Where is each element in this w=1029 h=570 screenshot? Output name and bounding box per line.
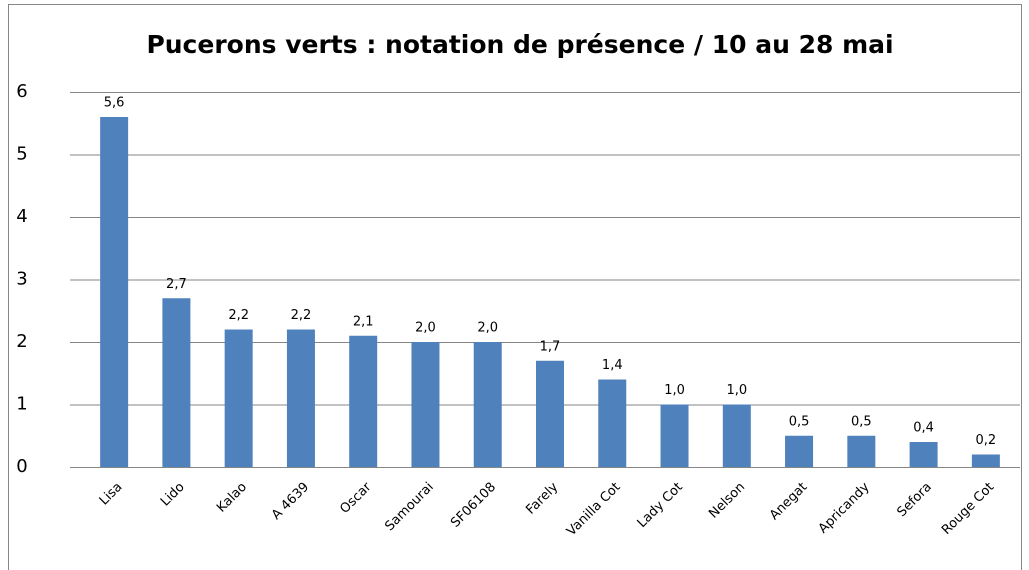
- bar: [162, 298, 191, 467]
- bar: [598, 379, 627, 467]
- bar: [847, 435, 876, 467]
- data-label: 2,1: [353, 314, 374, 329]
- y-tick-label: 2: [16, 331, 27, 352]
- chart-frame: [8, 4, 1022, 570]
- bar: [971, 454, 1000, 467]
- y-tick-label: 4: [16, 206, 27, 227]
- data-label: 2,7: [166, 277, 187, 292]
- bar: [224, 329, 253, 467]
- bar: [100, 117, 129, 467]
- y-tick-label: 5: [16, 144, 27, 165]
- bar: [722, 404, 751, 467]
- data-label: 1,7: [540, 339, 561, 354]
- data-label: 1,4: [602, 358, 623, 373]
- y-tick-label: 0: [16, 456, 27, 477]
- data-label: 0,2: [976, 433, 997, 448]
- data-label: 2,2: [291, 308, 312, 323]
- bar: [785, 435, 814, 467]
- bar: [349, 335, 378, 467]
- y-tick-label: 3: [16, 269, 27, 290]
- data-label: 0,4: [913, 421, 934, 436]
- data-label: 2,0: [415, 321, 436, 336]
- bar: [286, 329, 315, 467]
- chart-title: Pucerons verts : notation de présence / …: [146, 30, 893, 59]
- data-label: 0,5: [789, 414, 810, 429]
- y-tick-label: 6: [16, 81, 27, 102]
- bar: [536, 360, 564, 467]
- data-label: 0,5: [851, 414, 872, 429]
- y-tick-label: 1: [16, 394, 27, 415]
- bar: [411, 342, 440, 467]
- data-label: 5,6: [104, 96, 125, 111]
- bar: [909, 442, 938, 467]
- bar: [660, 404, 689, 467]
- data-label: 2,0: [477, 321, 498, 336]
- data-label: 2,2: [228, 308, 249, 323]
- bar: [473, 342, 502, 467]
- data-label: 1,0: [726, 383, 747, 398]
- data-label: 1,0: [664, 383, 685, 398]
